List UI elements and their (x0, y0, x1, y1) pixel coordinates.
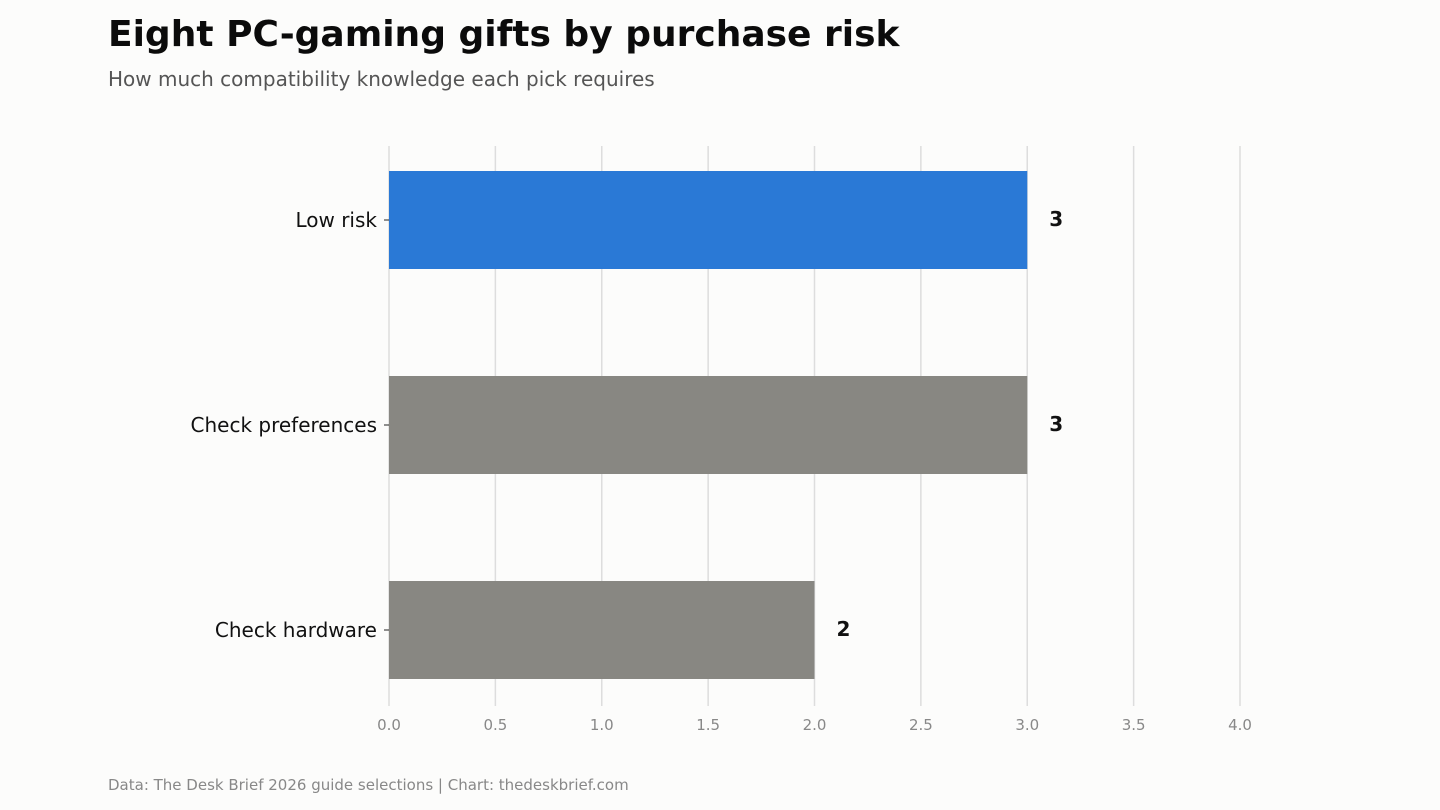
x-tick-label: 2.5 (909, 716, 933, 734)
value-label: 2 (837, 617, 851, 641)
category-label: Check preferences (191, 413, 378, 437)
x-tick-label: 0.0 (377, 716, 401, 734)
chart-subtitle: How much compatibility knowledge each pi… (108, 67, 655, 91)
value-label: 3 (1049, 207, 1063, 231)
value-label: 3 (1049, 412, 1063, 436)
category-labels: Low risk Check preferences Check hardware (191, 208, 389, 642)
x-tick-label: 3.0 (1015, 716, 1039, 734)
value-labels: 3 3 2 (837, 207, 1064, 641)
x-tick-label: 3.5 (1122, 716, 1146, 734)
bars (389, 171, 1028, 679)
x-tick-label: 1.0 (590, 716, 614, 734)
bar (389, 171, 1028, 269)
category-label: Check hardware (215, 618, 377, 642)
x-tick-label: 1.5 (696, 716, 720, 734)
category-label: Low risk (295, 208, 377, 232)
x-tick-label: 0.5 (483, 716, 507, 734)
x-tick-label: 2.0 (803, 716, 827, 734)
bar (389, 581, 815, 679)
chart-title: Eight PC-gaming gifts by purchase risk (108, 14, 900, 55)
x-axis-ticks: 0.0 0.5 1.0 1.5 2.0 2.5 3.0 3.5 4.0 (377, 716, 1252, 734)
bar (389, 376, 1028, 474)
chart-footer: Data: The Desk Brief 2026 guide selectio… (108, 776, 629, 794)
x-tick-label: 4.0 (1228, 716, 1252, 734)
